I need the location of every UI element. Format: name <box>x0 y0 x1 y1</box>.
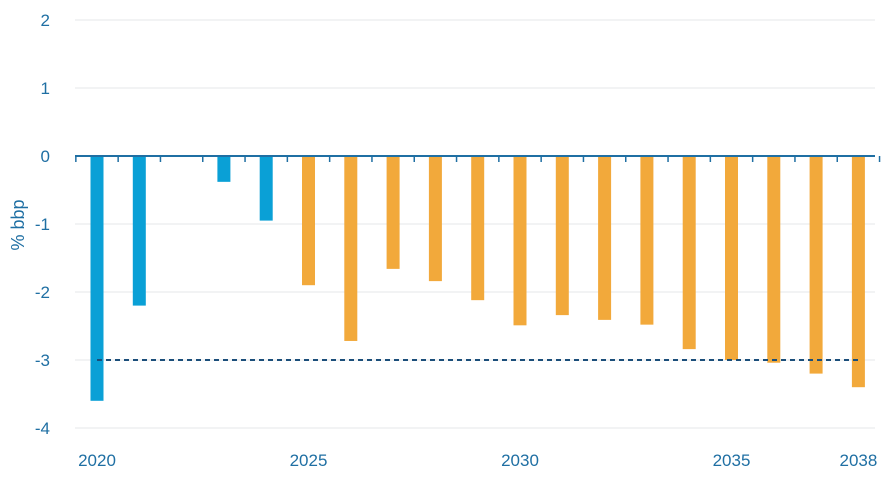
bar-2027 <box>386 156 400 269</box>
bar-2030 <box>513 156 527 326</box>
x-tick-label: 2020 <box>78 451 116 470</box>
y-tick-label: -2 <box>35 283 50 302</box>
bar-2020 <box>90 156 104 401</box>
bar-2025 <box>302 156 315 286</box>
x-tick-label: 2038 <box>839 451 877 470</box>
bar-2032 <box>598 156 612 320</box>
y-tick-label: 0 <box>41 147 50 166</box>
y-axis-title: % bbp <box>8 199 28 250</box>
y-tick-label: 2 <box>41 11 50 30</box>
bar-2031 <box>555 156 569 316</box>
bar-2028 <box>428 156 442 282</box>
y-tick-label: -3 <box>35 351 50 370</box>
bar-2021 <box>132 156 146 306</box>
axes <box>75 155 881 162</box>
tick-labels: 2 1 0 -1 -2 -3 -4 2020 2025 2030 2035 2038 <box>35 11 877 470</box>
bar-2037 <box>809 156 823 374</box>
x-tick-label: 2025 <box>290 451 328 470</box>
y-tick-label: -1 <box>35 215 50 234</box>
bar-2029 <box>471 156 485 301</box>
x-tick-label: 2030 <box>501 451 539 470</box>
bar-2033 <box>640 156 654 325</box>
bar-2023 <box>217 156 231 182</box>
bars <box>90 156 865 401</box>
y-tick-label: 1 <box>41 79 50 98</box>
bar-2034 <box>682 156 696 350</box>
x-tick-label: 2035 <box>713 451 751 470</box>
y-tick-label: -4 <box>35 419 50 438</box>
bar-2036 <box>767 156 781 363</box>
bar-2026 <box>344 156 358 341</box>
bar-2024 <box>259 156 273 221</box>
bar-2035 <box>725 156 738 360</box>
bar-2038 <box>851 156 865 388</box>
